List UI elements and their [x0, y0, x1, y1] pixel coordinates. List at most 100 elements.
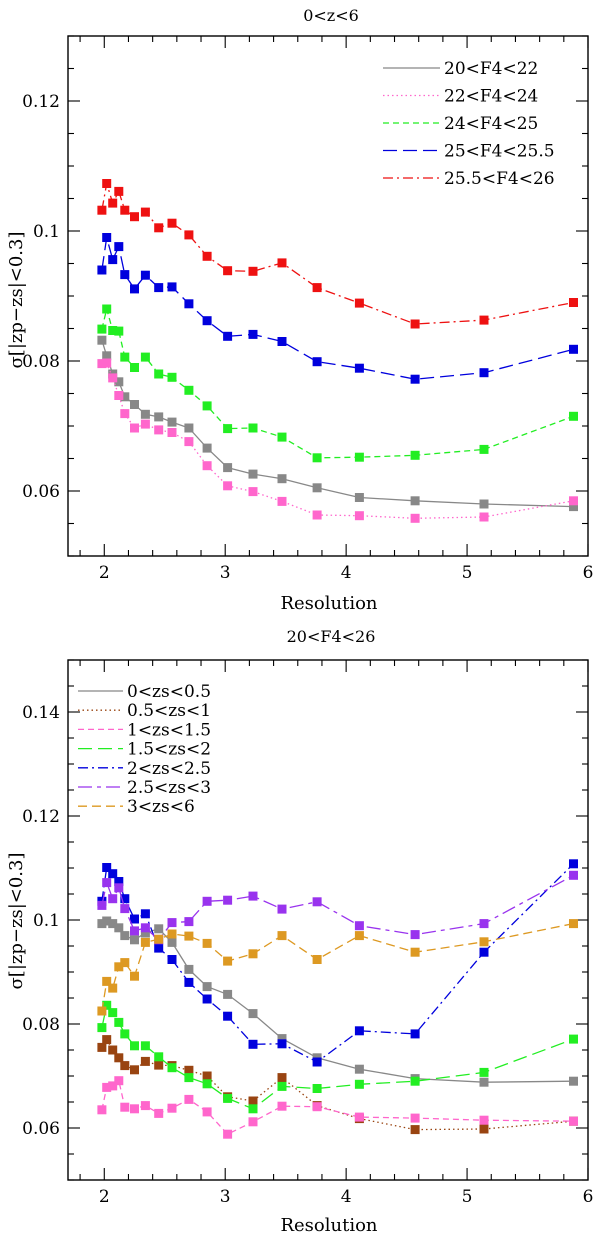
panel-bottom-data-point — [277, 1039, 287, 1049]
panel-bottom-ytick-label: 0.08 — [22, 1015, 60, 1035]
panel-bottom-data-point — [97, 1105, 107, 1115]
panel-bottom-legend-label: 2.5<zs<3 — [127, 778, 211, 798]
panel-top-data-point — [223, 463, 233, 473]
panel-top-data-point — [120, 270, 130, 280]
panel-top-data-point — [223, 481, 233, 491]
panel-top-data-point — [569, 411, 578, 421]
panel-top-data-point — [114, 186, 124, 196]
panel-bottom-data-point — [410, 947, 420, 957]
panel-top-title: 0<z<6 — [303, 6, 359, 25]
panel-bottom-legend-label: 0.5<zs<1 — [127, 701, 211, 721]
panel-top-data-point — [479, 368, 489, 378]
panel-top-ytick-label: 0.06 — [22, 482, 60, 502]
panel-top-data-point — [130, 284, 139, 294]
panel-bottom-data-point — [108, 894, 118, 904]
panel-top-legend-label: 24<F4<25 — [444, 114, 538, 134]
panel-bottom-data-point — [120, 1029, 130, 1039]
panel-top-data-point — [154, 283, 164, 293]
panel-bottom-data-point — [248, 1117, 258, 1127]
panel-top-data-point — [202, 251, 212, 261]
panel-bottom-data-point — [479, 947, 489, 957]
panel-top-ytick-label: 0.1 — [33, 222, 60, 242]
panel-top-data-point — [97, 359, 107, 369]
panel-bottom-data-point — [184, 931, 194, 941]
panel-top-data-point — [97, 335, 107, 345]
panel-bottom-data-point — [248, 1009, 258, 1019]
panel-top-data-point — [202, 316, 212, 326]
panel-top-xlabel: Resolution — [280, 593, 377, 614]
panel-top-data-point — [569, 502, 578, 512]
panel-top-xtick-label: 2 — [99, 563, 110, 583]
panel-bottom-series — [97, 859, 578, 1139]
panel-bottom-ytick-label: 0.06 — [22, 1119, 60, 1139]
panel-top-xtick-label: 6 — [583, 563, 594, 583]
panel-top-legend-label: 25<F4<25.5 — [444, 142, 555, 162]
panel-bottom-data-point — [410, 1125, 420, 1135]
panel-top-data-point — [312, 357, 322, 367]
panel-bottom-data-point — [130, 1104, 139, 1114]
panel-top-data-point — [120, 409, 130, 419]
panel-bottom: 20<F4<26 Resolution σ[|zp−zs|<0.3] 2 3 4 5 6… — [6, 627, 593, 1233]
panel-bottom-data-point — [167, 955, 177, 964]
panel-bottom-data-point — [102, 863, 112, 872]
panel-bottom-data-point — [114, 923, 124, 933]
panel-bottom-legend-label: 0<zs<0.5 — [127, 682, 211, 702]
panel-top-data-point — [108, 198, 118, 208]
panel-bottom-data-point — [120, 958, 130, 968]
panel-bottom-data-point — [569, 870, 578, 880]
panel-bottom-data-point — [114, 877, 124, 886]
panel-top-data-point — [277, 474, 287, 484]
panel-top-data-point — [108, 326, 118, 335]
panel-bottom-data-point — [108, 1081, 118, 1091]
panel-bottom-data-point — [140, 928, 150, 938]
panel-bottom-data-point — [248, 949, 258, 959]
panel-top-data-point — [167, 372, 177, 382]
panel-bottom-data-point — [154, 934, 164, 944]
panel-top-data-point — [120, 392, 130, 402]
panel-bottom-data-point — [248, 1039, 258, 1049]
panel-top-xtick-label: 3 — [220, 563, 231, 583]
panel-bottom-data-point — [97, 1023, 107, 1033]
panel-top-data-point — [154, 412, 164, 422]
panel-bottom-data-point — [479, 1077, 489, 1087]
panel-top-series — [97, 179, 578, 523]
panel-bottom-data-point — [223, 1011, 233, 1021]
panel-bottom-data-point — [140, 1041, 150, 1051]
panel-bottom-data-point — [120, 1102, 130, 1112]
panel-bottom-legend-label: 1.5<zs<2 — [127, 740, 211, 760]
panel-top-data-point — [102, 351, 112, 361]
panel-top-data-point — [154, 223, 164, 233]
panel-bottom-data-point — [97, 1006, 107, 1016]
panel-top-data-point — [140, 207, 150, 217]
panel-bottom-data-point — [154, 1052, 164, 1062]
panel-bottom-xtick-label: 2 — [99, 1187, 110, 1207]
panel-top-data-point — [312, 453, 322, 463]
panel-top-data-point — [202, 461, 212, 471]
panel-bottom-data-point — [569, 1076, 578, 1086]
panel-bottom-data-point — [410, 930, 420, 940]
panel-top-data-point — [154, 369, 164, 379]
panel-bottom-data-point — [114, 1017, 124, 1027]
panel-top-data-point — [223, 331, 233, 341]
panel-top-series-line — [101, 237, 574, 380]
panel-top-data-point — [248, 329, 258, 339]
panel-top-data-point — [312, 283, 322, 293]
panel-top-data-point — [479, 444, 489, 454]
panel-bottom-data-point — [167, 1063, 177, 1073]
panel-bottom-ytick-label: 0.1 — [33, 911, 60, 931]
panel-bottom-legend-label: 2<zs<2.5 — [127, 759, 211, 779]
panel-bottom-data-point — [277, 904, 287, 914]
panel-bottom-data-point — [202, 1071, 212, 1081]
panel-bottom-data-point — [154, 1108, 164, 1118]
panel-bottom-data-point — [114, 1076, 124, 1086]
panel-top-ylabel: σ[|zp−zs|<0.3] — [6, 232, 27, 369]
panel-top-data-point — [410, 450, 420, 460]
panel-top-data-point — [114, 242, 124, 252]
panel-top-data-point — [184, 385, 194, 395]
panel-top-data-point — [114, 391, 124, 400]
panel-bottom-data-point — [410, 1076, 420, 1086]
panel-bottom-data-point — [184, 1065, 194, 1075]
panel-top-data-point — [140, 409, 150, 419]
panel-bottom-data-point — [354, 1026, 364, 1036]
panel-bottom-data-point — [569, 919, 578, 929]
